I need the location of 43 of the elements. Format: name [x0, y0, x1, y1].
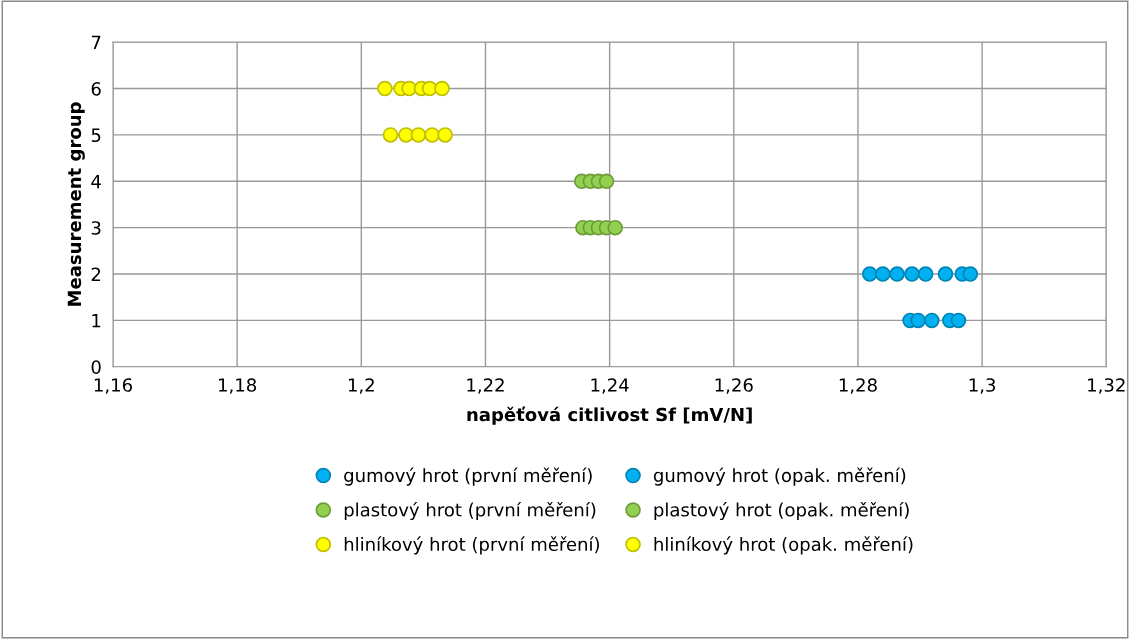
point	[924, 312, 940, 329]
x-tick-label: 1,28	[839, 378, 877, 394]
point	[904, 266, 920, 282]
legend-label: plastový hrot (první měření)	[344, 501, 596, 521]
point	[962, 266, 979, 282]
y-tick-label: 4	[91, 174, 101, 189]
y-tick-label: 6	[91, 82, 101, 96]
x-tick-label: 1,2	[348, 378, 374, 394]
y-tick-label: 1	[92, 314, 101, 328]
legend-label: hliníkový hrot (opak. měření)	[654, 536, 913, 555]
legend-label: plastový hrot (opak. měření)	[654, 501, 909, 521]
point	[910, 312, 926, 329]
x-tick-label: 1,32	[1088, 378, 1125, 394]
point	[382, 127, 399, 143]
y-tick-label: 7	[91, 35, 101, 50]
y-tick-label: 0	[91, 360, 101, 374]
y-axis-title: Measurement group	[67, 102, 85, 306]
legend-label: gumový hrot (opak. měření)	[653, 467, 906, 486]
point	[424, 127, 440, 143]
point	[437, 127, 453, 143]
x-tick-label: 1,18	[219, 378, 257, 394]
point	[889, 266, 905, 282]
point	[937, 266, 954, 282]
x-tick-label: 1,3	[969, 378, 996, 394]
point	[917, 266, 934, 282]
x-tick-label: 1,16	[94, 378, 132, 394]
legend-label: hliníkový hrot (první měření)	[344, 536, 599, 555]
x-axis-title: napěťová citlivost Sf [mV/N]	[467, 406, 752, 425]
point	[607, 219, 624, 236]
y-tick-label: 3	[91, 221, 101, 235]
point	[377, 80, 393, 97]
point	[861, 266, 878, 282]
y-tick-label: 2	[91, 267, 101, 281]
point	[434, 80, 450, 97]
point	[875, 266, 891, 282]
point	[950, 312, 967, 329]
x-tick-label: 1,22	[467, 378, 504, 394]
legend-label: gumový hrot (první měření)	[344, 467, 592, 486]
x-tick-label: 1,26	[715, 378, 753, 394]
x-tick-label: 1,24	[591, 378, 629, 394]
point	[598, 173, 615, 190]
point	[410, 127, 427, 143]
y-tick-label: 5	[91, 128, 101, 143]
